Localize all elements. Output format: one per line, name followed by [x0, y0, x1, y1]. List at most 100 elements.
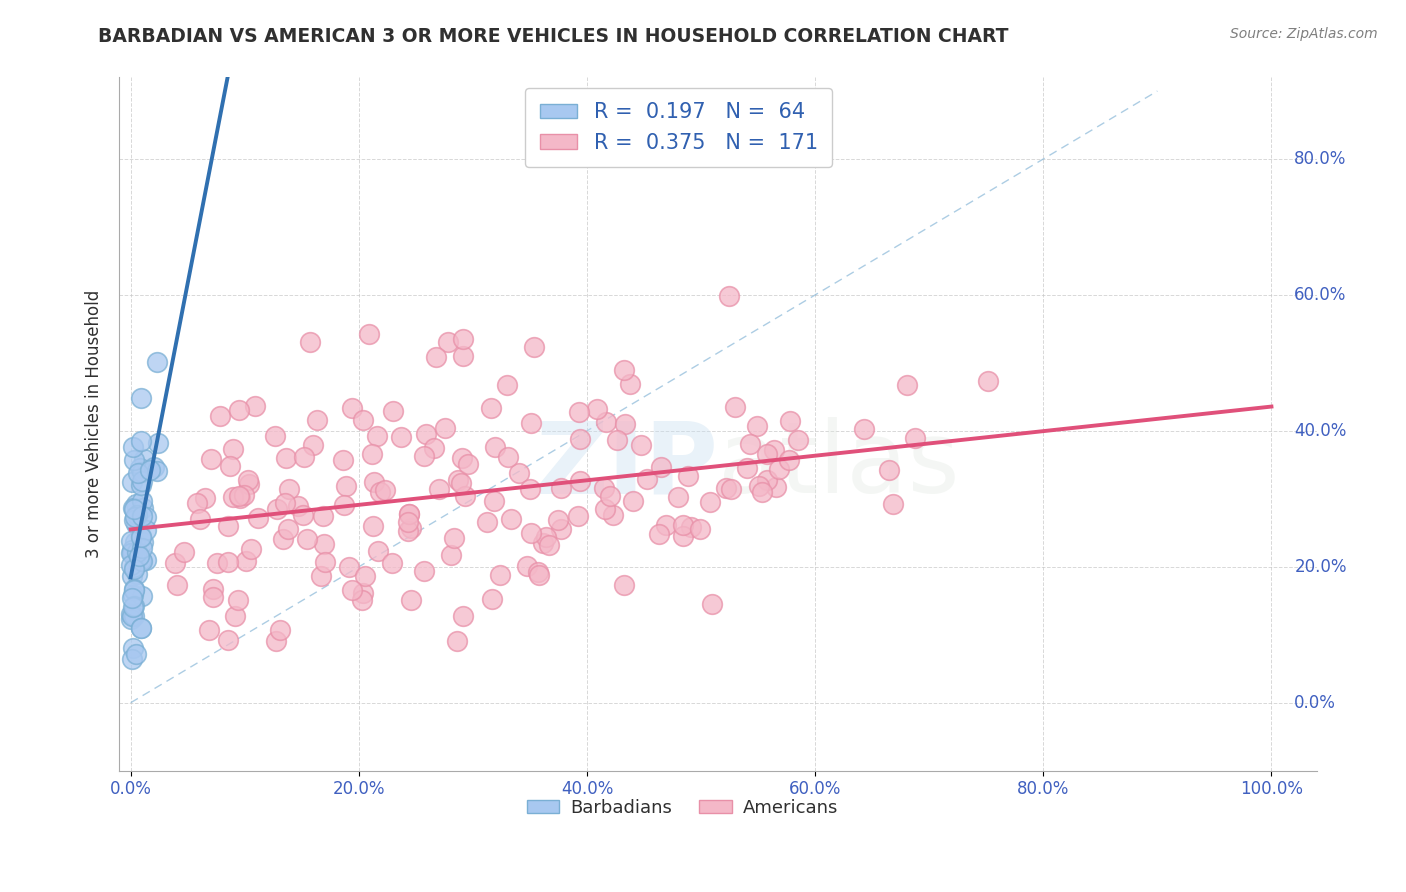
Point — [547, 513, 569, 527]
Point — [381, 404, 404, 418]
Point — [205, 556, 228, 570]
Point — [443, 532, 465, 546]
Point — [228, 489, 250, 503]
Point — [446, 633, 468, 648]
Point — [614, 417, 637, 431]
Point — [264, 633, 287, 648]
Point — [363, 475, 385, 489]
Point — [274, 496, 297, 510]
Point — [124, 562, 146, 576]
Point — [127, 508, 149, 523]
Point — [477, 515, 499, 529]
Point — [399, 521, 422, 535]
Point — [852, 422, 875, 436]
Point — [301, 438, 323, 452]
Point — [125, 647, 148, 661]
Point — [143, 459, 166, 474]
Point — [748, 479, 770, 493]
Point — [146, 355, 169, 369]
Point — [208, 409, 231, 424]
Point — [516, 559, 538, 574]
Point — [131, 621, 153, 635]
Point — [700, 597, 723, 611]
Point — [222, 442, 245, 456]
Point — [124, 453, 146, 467]
Point — [389, 430, 412, 444]
Point — [630, 438, 652, 452]
Point — [122, 641, 145, 656]
Point — [366, 428, 388, 442]
Point — [122, 582, 145, 597]
Point — [314, 537, 336, 551]
Point — [904, 431, 927, 445]
Point — [277, 482, 299, 496]
Point — [740, 437, 762, 451]
Point — [309, 569, 332, 583]
Point — [132, 534, 155, 549]
Point — [131, 508, 153, 523]
Text: 60.0%: 60.0% — [1295, 286, 1347, 304]
Point — [247, 510, 270, 524]
Point — [121, 568, 143, 582]
Point — [723, 400, 745, 414]
Point — [131, 465, 153, 479]
Point — [125, 516, 148, 531]
Point — [264, 429, 287, 443]
Point — [765, 480, 787, 494]
Point — [292, 508, 315, 523]
Point — [307, 413, 329, 427]
Point — [127, 545, 149, 559]
Point — [235, 554, 257, 568]
Point — [519, 417, 541, 431]
Point — [676, 469, 699, 483]
Point — [332, 453, 354, 467]
Point — [882, 497, 904, 511]
Point — [457, 457, 479, 471]
Y-axis label: 3 or more Vehicles in Household: 3 or more Vehicles in Household — [86, 290, 103, 558]
Point — [454, 489, 477, 503]
Point — [433, 420, 456, 434]
Point — [689, 522, 711, 536]
Point — [756, 473, 779, 487]
Text: atlas: atlas — [718, 417, 960, 514]
Point — [218, 518, 240, 533]
Point — [666, 490, 689, 504]
Point — [359, 326, 381, 341]
Point — [479, 401, 502, 415]
Point — [222, 490, 245, 504]
Point — [186, 496, 208, 510]
Point — [655, 517, 678, 532]
Point — [381, 557, 404, 571]
Point — [717, 289, 740, 303]
Point — [877, 463, 900, 477]
Point — [619, 376, 641, 391]
Point — [451, 608, 474, 623]
Point — [672, 529, 695, 543]
Point — [124, 550, 146, 565]
Point — [636, 471, 658, 485]
Point — [523, 340, 546, 354]
Point — [527, 565, 550, 579]
Point — [129, 530, 152, 544]
Point — [240, 542, 263, 557]
Point — [120, 558, 142, 573]
Point — [593, 502, 616, 516]
Point — [747, 419, 769, 434]
Point — [412, 564, 434, 578]
Point — [121, 475, 143, 490]
Point — [120, 546, 142, 560]
Point — [648, 526, 671, 541]
Point — [236, 473, 259, 487]
Point — [129, 553, 152, 567]
Point — [568, 474, 591, 488]
Point — [173, 545, 195, 559]
Point — [484, 440, 506, 454]
Point — [350, 592, 373, 607]
Point — [127, 466, 149, 480]
Point — [716, 481, 738, 495]
Point — [129, 529, 152, 543]
Point — [399, 593, 422, 607]
Text: BARBADIAN VS AMERICAN 3 OR MORE VEHICLES IN HOUSEHOLD CORRELATION CHART: BARBADIAN VS AMERICAN 3 OR MORE VEHICLES… — [98, 27, 1010, 45]
Point — [277, 522, 299, 536]
Point — [508, 467, 530, 481]
